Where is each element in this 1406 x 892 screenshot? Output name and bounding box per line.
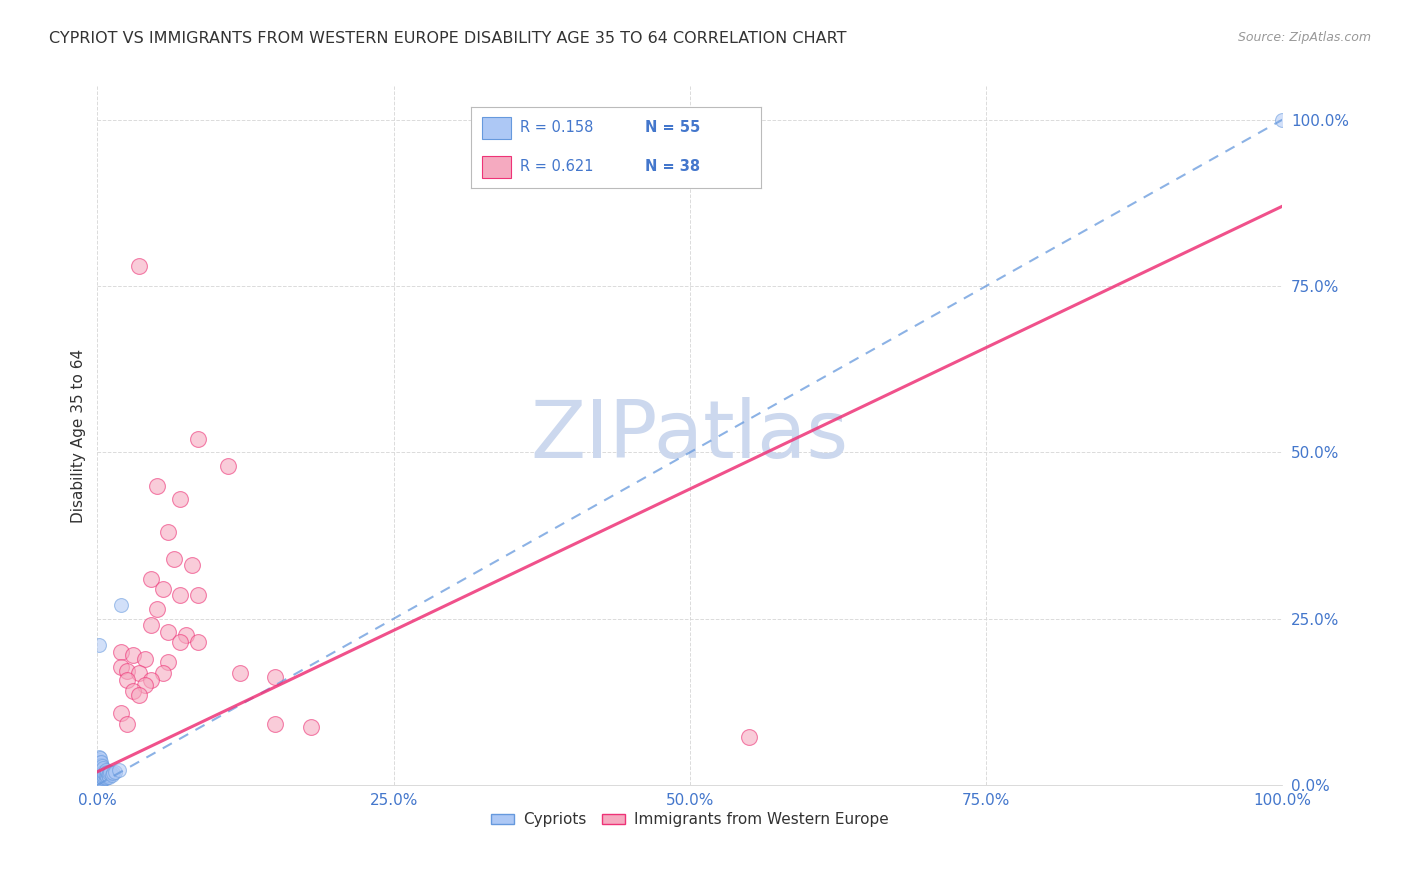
Point [169,635,191,649]
Legend: Cypriots, Immigrants from Western Europe: Cypriots, Immigrants from Western Europe [485,806,894,833]
Point [110,659,132,673]
Point [91,766,114,780]
Point [90,772,112,786]
Y-axis label: Disability Age 35 to 64: Disability Age 35 to 64 [72,349,86,523]
Point [100,764,122,779]
Text: Source: ZipAtlas.com: Source: ZipAtlas.com [1237,31,1371,45]
Point [134,651,156,665]
Point [89,774,111,789]
Point [89,766,111,780]
Point [98,770,121,784]
Point [139,618,162,632]
Point [90,768,112,782]
Point [169,589,191,603]
Point [96,764,118,779]
Point [152,582,174,596]
Point [187,635,209,649]
Text: ZIPatlas: ZIPatlas [531,397,849,475]
Point [90,764,112,779]
Point [122,648,145,663]
Point [91,761,114,775]
Point [128,259,150,273]
Point [134,678,156,692]
Point [128,666,150,681]
Point [100,768,122,782]
Point [187,589,209,603]
Point [217,458,239,473]
Point [93,770,115,784]
Point [87,753,110,767]
Point [110,706,132,721]
Point [264,717,287,731]
Point [157,625,180,640]
Point [110,599,132,613]
Point [87,766,110,780]
Point [110,645,132,659]
Point [264,670,287,684]
Point [93,766,115,780]
Point [152,666,174,681]
Point [181,558,204,573]
Point [89,768,111,782]
Point [87,758,110,772]
Point [115,673,138,687]
Point [87,770,110,784]
Point [101,766,124,780]
Point [89,755,111,769]
Point [139,673,162,687]
Point [115,717,138,731]
Point [738,730,761,744]
Point [87,764,110,778]
Point [91,764,114,778]
Point [115,664,138,678]
Point [107,764,129,778]
Point [157,655,180,669]
Point [1271,112,1294,127]
Point [174,628,197,642]
Point [90,774,112,789]
Point [87,750,110,764]
Point [163,551,186,566]
Point [128,688,150,702]
Point [89,764,111,778]
Point [122,683,145,698]
Point [139,572,162,586]
Text: CYPRIOT VS IMMIGRANTS FROM WESTERN EUROPE DISABILITY AGE 35 TO 64 CORRELATION CH: CYPRIOT VS IMMIGRANTS FROM WESTERN EUROP… [49,31,846,46]
Point [91,772,114,787]
Point [89,758,111,772]
Point [87,774,110,789]
Point [228,666,250,681]
Point [145,601,167,615]
Point [91,768,114,782]
Point [87,638,110,652]
Point [98,766,121,780]
Point [90,761,112,775]
Point [87,761,110,775]
Point [87,759,110,773]
Point [169,491,191,506]
Point [96,770,118,784]
Point [91,759,114,773]
Point [90,755,112,769]
Point [94,764,117,778]
Point [187,432,209,446]
Point [104,764,127,779]
Point [91,772,114,786]
Point [91,764,114,779]
Point [87,772,110,787]
Point [90,758,112,772]
Point [94,772,117,786]
Point [87,768,110,782]
Point [89,751,111,765]
Point [87,756,110,771]
Point [89,761,111,775]
Point [97,768,120,782]
Point [157,525,180,540]
Point [91,770,114,784]
Point [145,478,167,492]
Point [94,768,117,782]
Point [89,772,111,786]
Point [299,719,322,733]
